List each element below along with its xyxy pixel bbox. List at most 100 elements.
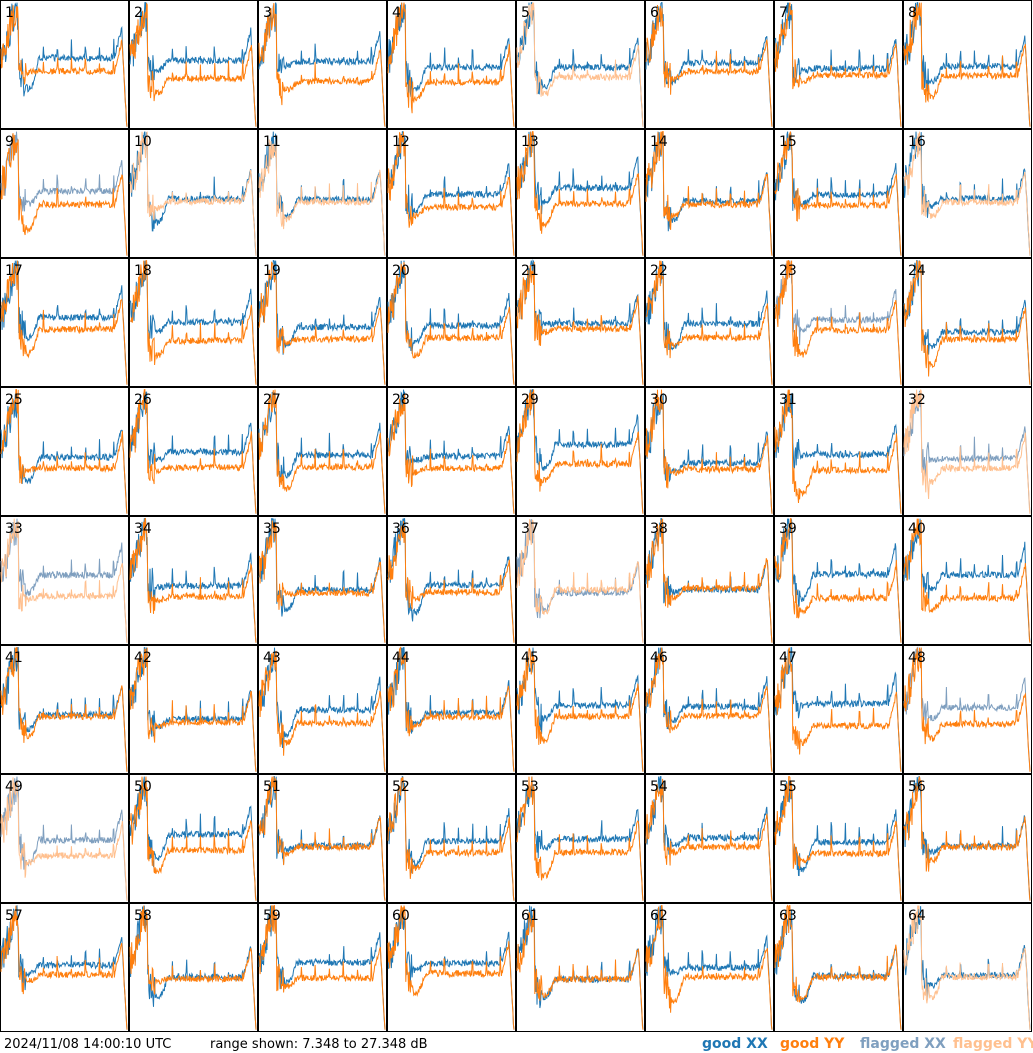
panel: 1 xyxy=(0,0,129,129)
panel-frame xyxy=(903,258,1032,387)
panel: 9 xyxy=(0,129,129,258)
panel: 48 xyxy=(903,645,1032,774)
yy-trace xyxy=(516,776,644,901)
panel-label: 1 xyxy=(5,5,14,21)
yy-trace xyxy=(387,905,515,1030)
panel: 16 xyxy=(903,129,1032,258)
yy-trace xyxy=(129,517,257,643)
panel-label: 18 xyxy=(134,263,152,279)
yy-trace xyxy=(129,647,257,772)
yy-trace xyxy=(387,776,515,901)
panel-frame xyxy=(903,387,1032,516)
panel-label: 63 xyxy=(779,908,797,924)
panel: 14 xyxy=(645,129,774,258)
yy-trace xyxy=(0,5,128,127)
panel-frame xyxy=(129,774,258,903)
panel-frame xyxy=(387,774,516,903)
panel-label: 8 xyxy=(908,5,917,21)
xx-trace xyxy=(258,2,386,127)
panel-label: 12 xyxy=(392,134,410,150)
yy-trace xyxy=(903,131,1031,256)
yy-trace xyxy=(258,138,386,256)
yy-trace xyxy=(258,520,386,643)
panel: 55 xyxy=(774,774,903,903)
panel-label: 61 xyxy=(521,908,539,924)
xx-trace xyxy=(516,647,644,772)
yy-trace xyxy=(258,776,386,901)
panel-label: 11 xyxy=(263,134,281,150)
panel-label: 38 xyxy=(650,521,668,537)
panel-frame xyxy=(516,129,645,258)
panel-label: 5 xyxy=(521,5,530,21)
panel: 37 xyxy=(516,516,645,645)
panel-frame xyxy=(903,903,1032,1032)
panel: 54 xyxy=(645,774,774,903)
panel-label: 13 xyxy=(521,134,539,150)
xx-trace xyxy=(645,776,773,901)
panel: 13 xyxy=(516,129,645,258)
panel-label: 36 xyxy=(392,521,410,537)
panel-label: 21 xyxy=(521,263,539,279)
panel: 38 xyxy=(645,516,774,645)
panel-label: 16 xyxy=(908,134,926,150)
panel: 62 xyxy=(645,903,774,1032)
panel: 56 xyxy=(903,774,1032,903)
panel-label: 6 xyxy=(650,5,659,21)
yy-trace xyxy=(516,131,644,256)
panel: 64 xyxy=(903,903,1032,1032)
yy-trace xyxy=(645,4,773,127)
panel-label: 44 xyxy=(392,650,410,666)
panel-label: 49 xyxy=(5,779,23,795)
panel: 29 xyxy=(516,387,645,516)
xx-trace xyxy=(516,389,644,514)
panel-label: 19 xyxy=(263,263,281,279)
legend-entry: flagged XX xyxy=(860,1036,946,1052)
yy-trace xyxy=(775,260,902,385)
panel-label: 2 xyxy=(134,5,143,21)
panel-label: 48 xyxy=(908,650,926,666)
panel: 50 xyxy=(129,774,258,903)
xx-trace xyxy=(774,518,902,643)
panel: 10 xyxy=(129,129,258,258)
panel: 43 xyxy=(258,645,387,774)
panel-label: 54 xyxy=(650,779,668,795)
panel: 52 xyxy=(387,774,516,903)
yy-trace xyxy=(645,778,773,901)
xx-trace xyxy=(0,131,128,256)
xx-trace xyxy=(129,905,257,1030)
panel: 21 xyxy=(516,258,645,387)
panel: 45 xyxy=(516,645,645,774)
panel-label: 52 xyxy=(392,779,410,795)
panel-label: 7 xyxy=(779,5,788,21)
yy-trace xyxy=(0,389,128,514)
panel: 6 xyxy=(645,0,774,129)
panel-label: 37 xyxy=(521,521,539,537)
yy-trace xyxy=(258,389,386,514)
panel: 41 xyxy=(0,645,129,774)
panel: 46 xyxy=(645,645,774,774)
panel-frame xyxy=(258,258,387,387)
xx-trace xyxy=(903,2,1031,127)
xx-trace xyxy=(774,392,902,514)
panel: 59 xyxy=(258,903,387,1032)
panel-label: 23 xyxy=(779,263,797,279)
yy-trace xyxy=(645,905,773,1030)
xx-trace xyxy=(129,2,257,127)
xx-trace xyxy=(258,905,386,1030)
panel-label: 22 xyxy=(650,263,668,279)
panel-label: 4 xyxy=(392,5,401,21)
panel-frame xyxy=(258,516,387,645)
panel: 57 xyxy=(0,903,129,1032)
panel-frame xyxy=(129,0,258,129)
panel-label: 25 xyxy=(5,392,23,408)
panel-frame xyxy=(0,645,129,774)
panel: 28 xyxy=(387,387,516,516)
panel-frame xyxy=(387,516,516,645)
panel-label: 40 xyxy=(908,521,926,537)
panel: 36 xyxy=(387,516,516,645)
yy-trace xyxy=(387,521,515,643)
panel-label: 34 xyxy=(134,521,152,537)
panel: 60 xyxy=(387,903,516,1032)
panel-frame xyxy=(903,516,1032,645)
xx-trace xyxy=(645,2,773,127)
